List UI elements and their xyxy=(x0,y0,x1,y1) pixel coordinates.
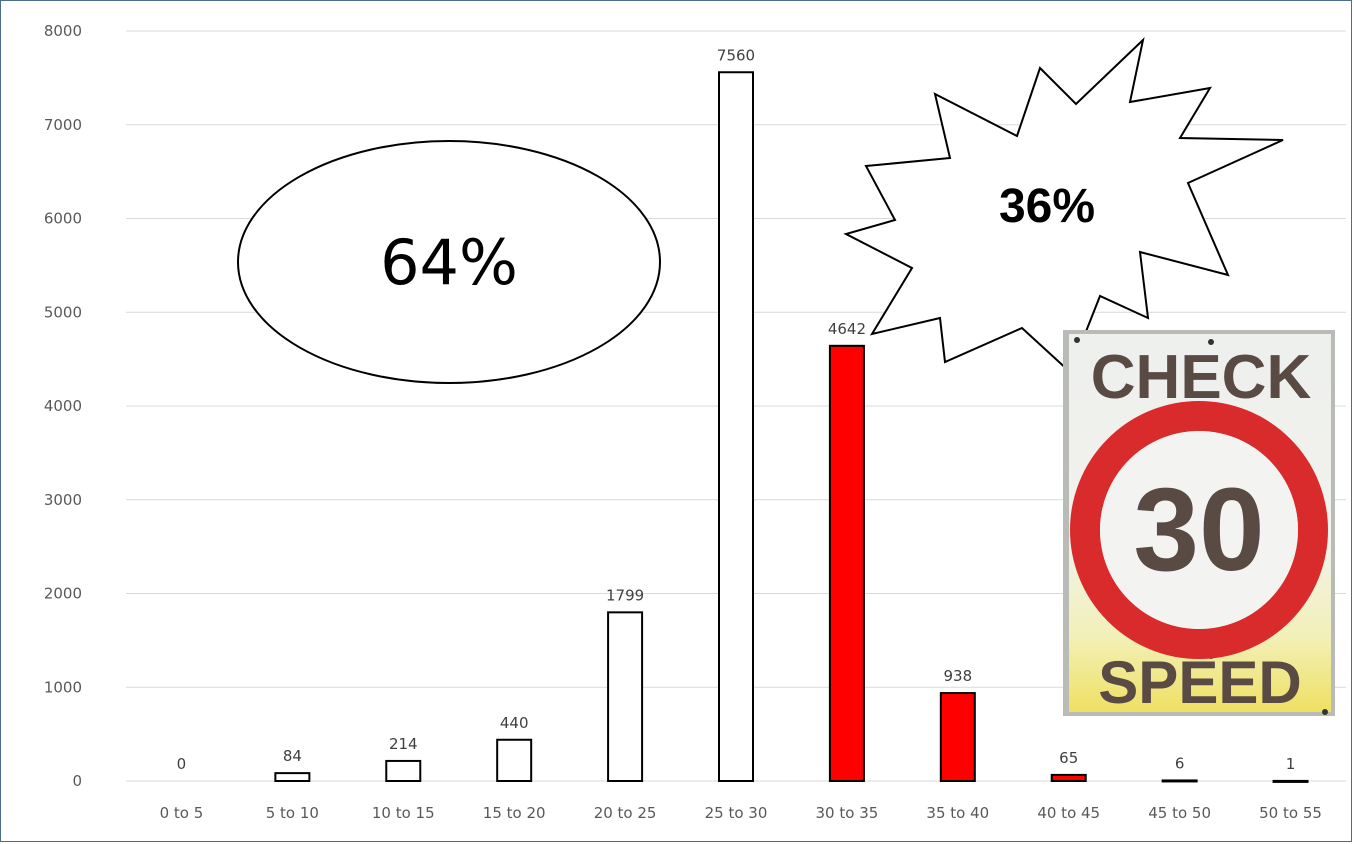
y-tick-label: 1000 xyxy=(44,678,82,696)
bars xyxy=(274,71,1309,783)
starburst-shape xyxy=(843,37,1284,374)
bar xyxy=(939,692,976,782)
y-tick-label: 3000 xyxy=(44,491,82,509)
y-tick-label: 6000 xyxy=(44,210,82,228)
x-tick-label: 50 to 55 xyxy=(1259,804,1322,822)
x-tick-label: 25 to 30 xyxy=(705,804,768,822)
x-tick-label: 30 to 35 xyxy=(816,804,879,822)
x-tick-label: 15 to 20 xyxy=(483,804,546,822)
bar xyxy=(828,344,865,782)
oval-shape xyxy=(237,140,661,384)
data-label: 0 xyxy=(177,755,187,773)
bar xyxy=(607,611,644,782)
y-tick-label: 7000 xyxy=(44,116,82,134)
y-tick-label: 5000 xyxy=(44,303,82,321)
speed-limit-disc xyxy=(1100,431,1298,629)
speed-limit-ring xyxy=(1070,401,1328,659)
y-tick-label: 4000 xyxy=(44,397,82,415)
sign-illustration: CHECK 30 SPEED xyxy=(1063,330,1335,716)
data-label: 6 xyxy=(1175,754,1185,772)
data-label: 938 xyxy=(943,667,972,685)
bar xyxy=(1161,779,1198,783)
x-tick-label: 45 to 50 xyxy=(1148,804,1211,822)
screw-icon xyxy=(1322,709,1328,715)
bar xyxy=(385,759,422,782)
y-tick-label: 8000 xyxy=(44,22,82,40)
data-labels: 0 84 214 440 1799 7560 4642 938 65 6 1 xyxy=(177,46,1296,773)
data-label: 1 xyxy=(1286,755,1296,773)
data-label: 65 xyxy=(1059,749,1078,767)
data-label: 440 xyxy=(500,714,529,732)
data-label: 7560 xyxy=(717,46,755,64)
speed-limit-number: 30 xyxy=(1133,464,1264,596)
bar xyxy=(718,71,754,782)
bar xyxy=(1050,773,1087,782)
x-axis-ticks: 0 to 5 5 to 10 10 to 15 15 to 20 20 to 25 25 … xyxy=(160,804,1322,822)
data-label: 4642 xyxy=(828,320,866,338)
x-tick-label: 40 to 45 xyxy=(1037,804,1100,822)
x-tick-label: 35 to 40 xyxy=(926,804,989,822)
sign-bottom-text: SPEED xyxy=(1098,649,1301,716)
check-speed-30-sign-image: CHECK 30 SPEED xyxy=(1063,330,1335,716)
x-tick-label: 5 to 10 xyxy=(266,804,319,822)
data-label: 214 xyxy=(389,735,418,753)
data-label: 84 xyxy=(283,747,302,765)
percentage-starburst: 36% xyxy=(843,37,1284,374)
bar xyxy=(1272,779,1309,783)
x-tick-label: 0 to 5 xyxy=(160,804,204,822)
screw-icon xyxy=(1208,339,1214,345)
y-tick-label: 2000 xyxy=(44,585,82,603)
data-label: 1799 xyxy=(606,586,644,604)
x-tick-label: 10 to 15 xyxy=(372,804,435,822)
sign-top-text: CHECK xyxy=(1091,343,1312,412)
bar xyxy=(496,738,533,782)
starburst-percentage-label: 36% xyxy=(999,180,1095,233)
x-tick-label: 20 to 25 xyxy=(594,804,657,822)
oval-percentage-label: 64% xyxy=(380,226,518,299)
y-tick-label: 0 xyxy=(72,772,82,790)
percentage-oval: 64% xyxy=(237,140,661,384)
y-axis-ticks: 0 1000 2000 3000 4000 5000 6000 7000 8000 xyxy=(44,22,82,790)
bar xyxy=(274,772,311,782)
screw-icon xyxy=(1074,337,1080,343)
